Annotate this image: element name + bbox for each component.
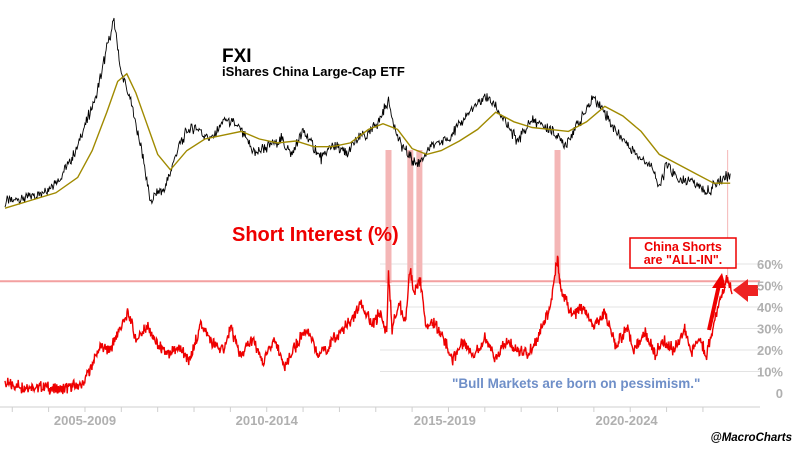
- price-line: [4, 17, 731, 208]
- x-tick-label: 2020-2024: [595, 413, 658, 428]
- chart-grid: [380, 263, 760, 372]
- callout-line-2: are "ALL-IN".: [644, 253, 723, 267]
- x-tick-label: 2015-2019: [414, 413, 476, 428]
- highlight-bar: [727, 150, 729, 284]
- highlight-bar: [416, 150, 423, 284]
- credit-handle: @MacroCharts: [710, 432, 792, 444]
- y-tick-label: 0: [776, 386, 783, 401]
- y-tick-label: 30%: [757, 322, 783, 337]
- price-panel: [4, 17, 731, 209]
- y-tick-label: 50%: [757, 279, 783, 294]
- short-interest-label: Short Interest (%): [232, 224, 399, 246]
- pessimism-quote: "Bull Markets are born on pessimism.": [452, 376, 700, 391]
- highlight-bar: [554, 150, 561, 284]
- chart-title: FXI: [222, 46, 252, 67]
- moving-average-line: [4, 72, 731, 209]
- y-tick-label: 20%: [757, 343, 783, 358]
- chart-subtitle: iShares China Large-Cap ETF: [222, 64, 405, 79]
- y-tick-label: 60%: [757, 257, 783, 272]
- short-interest-panel: [4, 255, 733, 395]
- short-interest-line: [4, 255, 733, 395]
- callout-line-1: China Shorts: [644, 240, 722, 254]
- x-tick-label: 2010-2014: [236, 413, 299, 428]
- highlight-bar: [385, 150, 392, 284]
- callout-box: China Shorts are "ALL-IN".: [629, 237, 737, 269]
- pointer-arrow-icon: [733, 279, 758, 302]
- axes: 2005-2009 2010-2014 2015-2019 2020-2024 0 10%…: [0, 257, 783, 428]
- y-tick-label: 10%: [757, 365, 783, 380]
- callout-arrow: [707, 273, 726, 331]
- highlight-bar: [407, 150, 414, 284]
- highlight-bars: [0, 150, 760, 284]
- y-tick-label: 40%: [757, 300, 783, 315]
- x-tick-label: 2005-2009: [54, 413, 116, 428]
